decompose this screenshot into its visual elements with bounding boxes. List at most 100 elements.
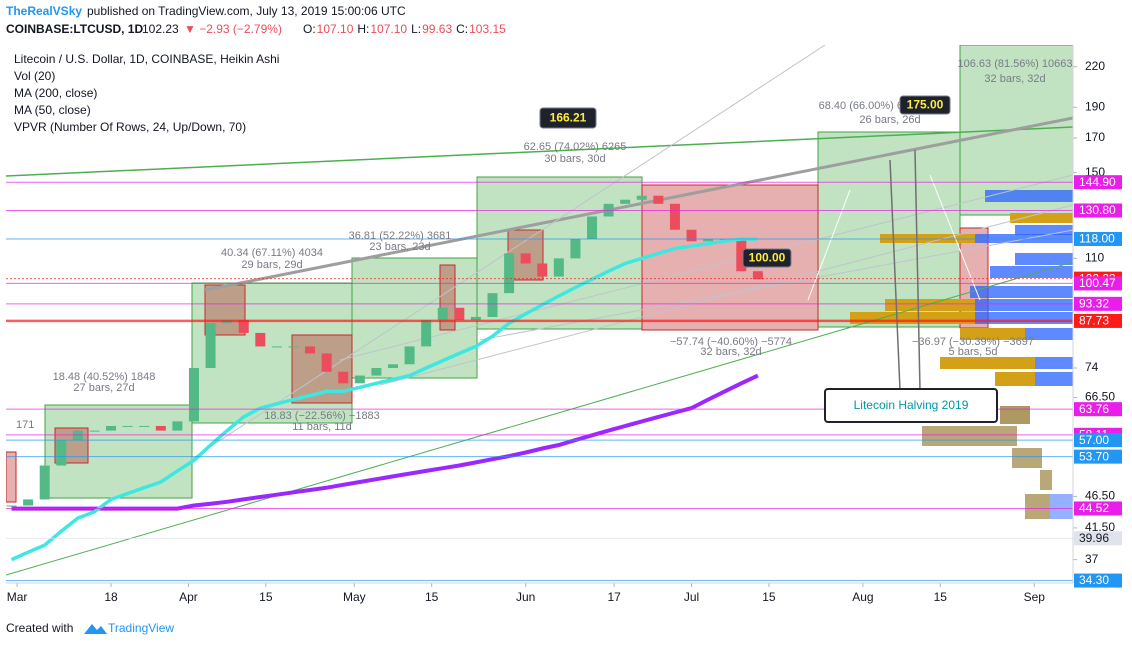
candle: [139, 425, 150, 427]
x-tick-label: Sep: [1024, 590, 1046, 604]
measure-label: 26 bars, 26d: [859, 114, 920, 126]
candle: [106, 425, 117, 431]
price-tag-label: 93.32: [1079, 297, 1109, 311]
candle: [288, 346, 299, 348]
measure-label: −57.74 (−40.60%) −5774: [670, 336, 792, 348]
candle: [6, 505, 17, 507]
candle: [703, 238, 714, 242]
candle: [321, 353, 332, 372]
ohlc-value: 99.63: [422, 22, 452, 36]
candle: [636, 195, 647, 200]
measure-label: −36.97 (−30.39%) −3697: [912, 336, 1034, 348]
candle: [338, 371, 349, 384]
candle: [454, 307, 465, 321]
candle: [271, 346, 282, 348]
ohlc-value: 107.10: [317, 22, 354, 36]
price-callout-label: 100.00: [749, 251, 786, 265]
x-tick-label: 15: [762, 590, 776, 604]
candle: [371, 367, 382, 376]
candle: [354, 375, 365, 384]
measure-label: 36.81 (52.22%) 3681: [349, 230, 452, 242]
price-tag: [1074, 175, 1122, 190]
ohlc-value: 107.10: [370, 22, 407, 36]
price-tag-label: 130.80: [1079, 203, 1116, 217]
measure-label: 32 bars, 32d: [984, 73, 1045, 85]
published: published on TradingView.com, July 13, 2…: [87, 4, 406, 18]
x-tick-label: 15: [934, 590, 948, 604]
candle: [122, 425, 133, 427]
candle: [188, 367, 199, 422]
x-tick-label: 15: [259, 590, 273, 604]
brand[interactable]: TradingView: [108, 621, 174, 635]
candle: [172, 421, 183, 431]
candle: [487, 293, 498, 317]
measure-label: 29 bars, 29d: [241, 259, 302, 271]
ohlc-label: C:: [456, 22, 468, 36]
author[interactable]: TheRealVSky: [6, 4, 82, 18]
price-tag-label: 118.00: [1079, 232, 1115, 246]
created-with: Created with: [6, 621, 73, 635]
measure-label: 23 bars, 23d: [369, 241, 430, 253]
x-tick-label: 17: [607, 590, 621, 604]
candle: [421, 320, 432, 347]
candle: [437, 307, 448, 321]
candle: [470, 316, 481, 321]
candle: [504, 253, 515, 294]
price-tag: [1074, 313, 1122, 328]
halving-box: [824, 388, 998, 423]
candle: [56, 440, 67, 466]
y-tick-label: 220: [1085, 59, 1105, 73]
measure-label: 30 bars, 30d: [544, 153, 605, 165]
candle: [736, 238, 747, 272]
x-tick-label: Mar: [7, 590, 28, 604]
y-tick-label: 170: [1085, 130, 1105, 144]
y-tick-label: 37: [1085, 552, 1099, 566]
price-callout-label: 175.00: [907, 98, 944, 112]
measure-label: 18.48 (40.52%) 1848: [53, 371, 156, 383]
price-tag-label: 100.47: [1079, 276, 1116, 290]
price-callout: [742, 248, 792, 268]
candle: [39, 465, 50, 500]
measure-label: 40.34 (67.11%) 4034: [221, 247, 323, 259]
candle: [686, 229, 697, 242]
measure-label: 171: [16, 419, 34, 431]
y-tick-label: 190: [1085, 99, 1105, 113]
x-tick-label: Aug: [852, 590, 873, 604]
candle: [305, 346, 316, 354]
legend-entry: Vol (20): [14, 69, 55, 83]
y-tick-label: 110: [1085, 251, 1104, 265]
measure-label: 68.40 (66.00%) 6840: [819, 100, 922, 112]
candle: [72, 430, 83, 441]
ohlc-value: 103.15: [469, 22, 506, 36]
x-tick-label: May: [343, 590, 366, 604]
price-tag: [1074, 203, 1122, 218]
candle: [23, 499, 34, 506]
measure-label: 5 bars, 5d: [949, 346, 998, 358]
ohlc-label: L:: [411, 22, 421, 36]
price-tag-label: 144.90: [1079, 175, 1116, 189]
ma-line: [10, 237, 758, 562]
candle: [404, 346, 415, 365]
price-tag-label: 57.00: [1079, 433, 1109, 447]
x-tick-label: 18: [104, 590, 118, 604]
measure-label: 18.83 (−22.56%) −1883: [264, 410, 380, 422]
price-tag: [1074, 449, 1122, 464]
price-callout: [899, 95, 951, 115]
candle: [205, 323, 216, 368]
trend-lines: [6, 45, 1073, 576]
candle: [387, 364, 398, 368]
price-tag-label: 87.73: [1079, 314, 1109, 328]
legend-entry: MA (50, close): [14, 103, 91, 117]
price-tag: [1074, 296, 1122, 311]
price-tag: [1074, 231, 1122, 246]
price-tag: [1074, 573, 1122, 588]
x-tick-label: 15: [425, 590, 439, 604]
candle: [520, 253, 531, 264]
measure-label: 106.63 (81.56%) 10663: [958, 58, 1073, 70]
legend-entry: Litecoin / U.S. Dollar, 1D, COINBASE, He…: [14, 52, 279, 66]
price-callout-label: 166.21: [550, 111, 587, 125]
x-tick-label: Jun: [516, 590, 535, 604]
price-tag: [1074, 501, 1122, 516]
